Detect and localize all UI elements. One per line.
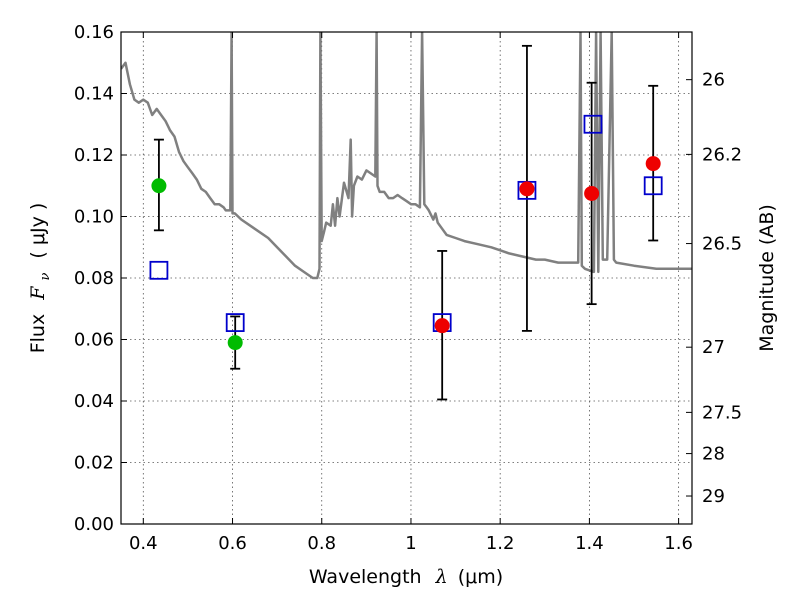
open-square-marker	[149, 260, 169, 280]
x-tick-label: 1.6	[664, 533, 693, 554]
open-square-marker	[225, 313, 245, 332]
axis-ticks	[121, 31, 692, 525]
spectrum-line	[121, 32, 692, 280]
y-tick-label: 0.14	[74, 84, 114, 105]
magnitude-tick-label: 29	[702, 486, 725, 507]
x-axis-title: Wavelength λ (μm)	[309, 566, 503, 588]
data-markers	[149, 114, 663, 351]
magnitude-tick-labels: 26 26.2 26.5 27 27.5 28 29	[702, 70, 742, 507]
y-tick-label: 0.02	[74, 453, 114, 474]
filled-circle-marker	[645, 156, 661, 172]
magnitude-tick-label: 26.5	[702, 234, 742, 255]
x-tick-label: 1	[405, 533, 416, 554]
filled-circle-marker	[151, 178, 167, 194]
y-tick-label: 0.10	[74, 207, 114, 228]
filled-circle-marker	[584, 185, 600, 201]
filled-circle-marker	[434, 318, 450, 334]
x-axis-title-text: Wavelength	[309, 566, 422, 588]
y-axis-title: Flux F ν ( μJy )	[27, 203, 54, 354]
x-axis-title-unit: (μm)	[458, 566, 503, 588]
magnitude-tick-label: 27.5	[702, 402, 742, 423]
y-axis-title-text: Flux	[27, 314, 49, 354]
filled-circle-marker	[519, 181, 535, 197]
y-axis-title-subscript: ν	[38, 273, 53, 281]
x-tick-label: 0.8	[307, 533, 336, 554]
x-tick-labels: 0.4 0.6 0.8 1 1.2 1.4 1.6	[129, 533, 693, 554]
magnitude-tick-label: 27	[702, 337, 725, 358]
open-square-marker	[643, 176, 663, 196]
magnitude-tick-label: 28	[702, 444, 725, 465]
magnitude-tick-label: 26	[702, 70, 725, 91]
y-tick-label: 0.04	[74, 391, 114, 412]
y-axis-title-symbol: F	[27, 286, 49, 301]
x-tick-label: 0.4	[129, 533, 158, 554]
y-tick-label: 0.16	[74, 22, 114, 43]
x-tick-label: 1.2	[486, 533, 515, 554]
x-axis-title-symbol: λ	[435, 566, 448, 588]
y-tick-labels: 0.00 0.02 0.04 0.06 0.08 0.10 0.12 0.14 0.16	[74, 22, 114, 535]
y-axis-title-unit: ( μJy )	[27, 203, 49, 259]
y-tick-label: 0.00	[74, 514, 114, 535]
y-tick-label: 0.06	[74, 330, 114, 351]
grid-lines	[121, 31, 692, 525]
x-tick-label: 0.6	[218, 533, 247, 554]
open-square-marker	[583, 114, 603, 134]
y-tick-label: 0.08	[74, 268, 114, 289]
y-tick-label: 0.12	[74, 145, 114, 166]
spectrum-series	[121, 32, 692, 280]
x-tick-label: 1.4	[575, 533, 604, 554]
filled-circle-marker	[227, 335, 243, 351]
magnitude-tick-label: 26.2	[702, 144, 742, 165]
y-axis-title-right: Magnitude (AB)	[756, 204, 778, 352]
